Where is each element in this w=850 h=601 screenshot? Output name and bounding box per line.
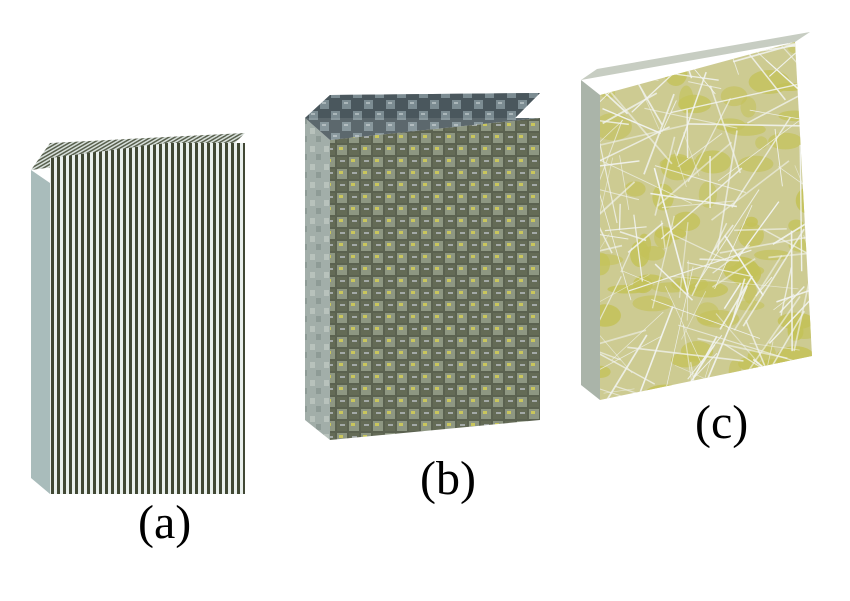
block-a-top-edge bbox=[31, 133, 245, 170]
block-a-side-face bbox=[31, 170, 50, 494]
block-a-front-face bbox=[50, 143, 245, 494]
caption-b: (b) bbox=[420, 452, 476, 505]
block-b-top-edge bbox=[305, 93, 540, 140]
block-b-front-face bbox=[330, 118, 540, 440]
caption-a: (a) bbox=[138, 496, 191, 549]
block-b-woven bbox=[305, 93, 540, 440]
block-c-random-mat bbox=[581, 32, 812, 400]
block-b-side-face bbox=[305, 118, 330, 440]
block-c-side-face bbox=[581, 80, 600, 400]
caption-c: (c) bbox=[695, 396, 748, 449]
block-c-top-face bbox=[581, 32, 810, 80]
block-a-unidirectional bbox=[31, 133, 245, 494]
